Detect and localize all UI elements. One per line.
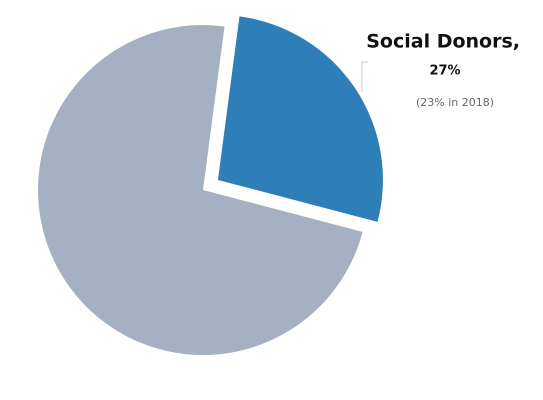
pie-slice: [37, 25, 363, 356]
leader-line: [361, 61, 368, 92]
annotation: (23% in 2018): [416, 96, 494, 109]
value-label: 27%: [429, 64, 460, 79]
pie-slice: [217, 16, 383, 222]
slice-label: Social Donors,: [366, 31, 520, 53]
